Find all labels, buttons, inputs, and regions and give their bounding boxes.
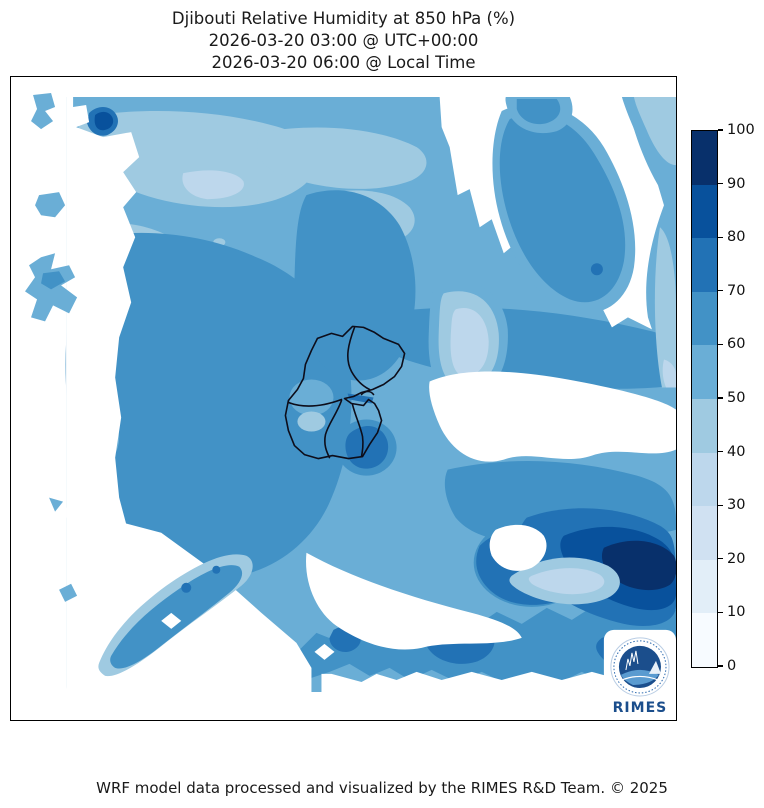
colorbar-tick-label: 70	[727, 282, 746, 299]
colorbar-segment	[692, 613, 717, 668]
colorbar-segment	[692, 238, 717, 293]
colorbar-tick-label: 80	[727, 229, 746, 246]
colorbar-segment	[692, 452, 717, 507]
footer-credit: WRF model data processed and visualized …	[96, 779, 668, 797]
title-line-2: 2026-03-20 03:00 @ UTC+00:00	[208, 31, 479, 50]
title-line-3: 2026-03-20 06:00 @ Local Time	[211, 53, 476, 72]
colorbar-tick	[718, 558, 723, 560]
rimes-logo: RIMES	[603, 629, 676, 718]
colorbar-tick	[718, 182, 723, 185]
colorbar-segment	[692, 559, 717, 614]
colorbar-tick-label: 20	[727, 550, 746, 567]
colorbar-tick	[718, 343, 723, 346]
colorbar-tick-label: 40	[727, 443, 746, 460]
colorbar-tick	[718, 450, 723, 453]
colorbar-tick-label: 10	[727, 604, 746, 621]
colorbar-tick-label: 0	[727, 658, 737, 674]
colorbar-bar	[691, 130, 718, 668]
colorbar-tick-label: 30	[727, 497, 746, 514]
colorbar-tick	[718, 665, 723, 667]
figure-title: Djibouti Relative Humidity at 850 hPa (%…	[10, 8, 677, 74]
colorbar-tick	[718, 129, 723, 131]
colorbar-tick-label: 50	[727, 390, 746, 406]
colorbar-tick-label: 90	[727, 175, 746, 192]
colorbar-tick-label: 60	[727, 336, 746, 353]
colorbar-tick-label: 100	[727, 122, 755, 138]
colorbar-segment	[692, 184, 717, 239]
southwest-diagonal-band	[98, 554, 253, 677]
colorbar-segment	[692, 345, 717, 400]
colorbar-segment	[692, 399, 717, 454]
humidity-contour-map: RIMES	[11, 77, 676, 720]
colorbar-tick	[718, 504, 723, 506]
colorbar-segment	[692, 291, 717, 346]
title-line-1: Djibouti Relative Humidity at 850 hPa (%…	[171, 9, 516, 28]
colorbar-segment	[692, 506, 717, 561]
map-axes: RIMES	[10, 76, 677, 721]
colorbar-segment	[692, 131, 717, 186]
northeast-band	[492, 97, 676, 388]
colorbar-tick	[718, 397, 723, 399]
west-margin-patches	[25, 93, 78, 602]
rimes-logo-text: RIMES	[613, 700, 668, 716]
djibouti-borders	[284, 325, 406, 460]
colorbar-tick	[718, 236, 723, 238]
colorbar-tick	[718, 290, 723, 292]
colorbar-tick	[718, 611, 723, 614]
